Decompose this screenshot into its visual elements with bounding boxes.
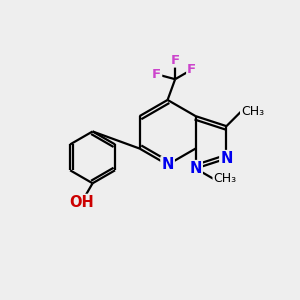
Text: N: N	[161, 157, 174, 172]
Text: CH₃: CH₃	[214, 172, 237, 185]
Text: CH₃: CH₃	[241, 105, 264, 118]
Text: F: F	[152, 68, 161, 81]
Text: F: F	[171, 54, 180, 67]
Text: N: N	[220, 151, 232, 166]
Text: OH: OH	[69, 195, 94, 210]
Text: N: N	[190, 161, 202, 176]
Text: F: F	[187, 63, 196, 76]
